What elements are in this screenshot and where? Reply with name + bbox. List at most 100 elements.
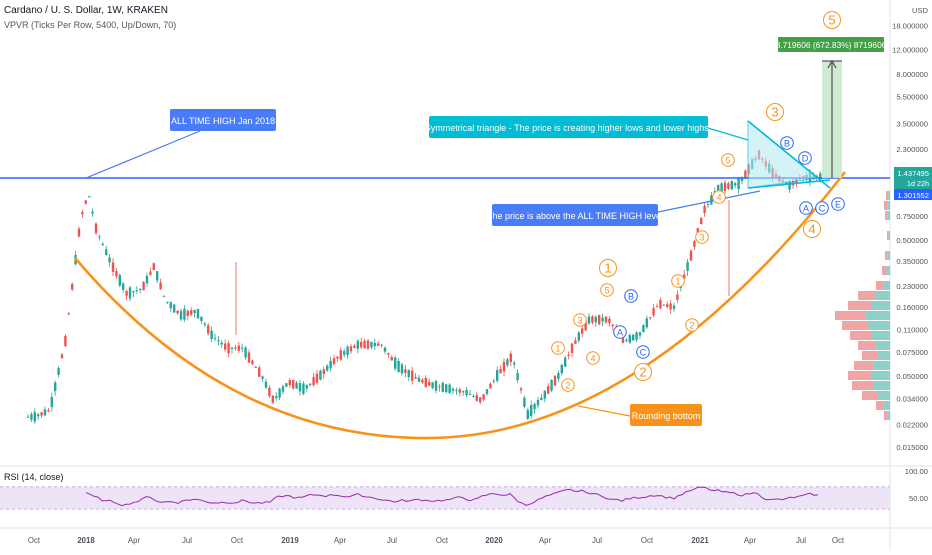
wave-label-8: B (624, 289, 638, 303)
candle-body (105, 249, 108, 255)
candle-body (587, 316, 591, 324)
candle-body (50, 396, 53, 407)
time-tick-label: Jul (796, 536, 806, 545)
volume-profile-bar-down (858, 341, 876, 350)
candle-body (676, 294, 679, 300)
wave-label-ring (685, 318, 699, 332)
above-ath-callout-pointer (657, 190, 761, 213)
wave-label-text: 1 (675, 276, 680, 286)
candle-body (241, 347, 244, 349)
volume-profile-bar-up (877, 351, 890, 360)
time-tick-label: Oct (231, 536, 244, 545)
wave-label-text: 5 (725, 155, 730, 165)
candle-body (258, 367, 261, 377)
price-tick-label: 8.000000 (896, 70, 928, 79)
candle-body (819, 173, 822, 181)
wave-label-ring (798, 151, 812, 165)
wave-label-ring (573, 313, 587, 327)
candle-body (703, 205, 706, 213)
rsi-band (0, 486, 890, 510)
wave-label-ring (634, 363, 652, 381)
wave-label-text: C (640, 347, 647, 357)
candle-body (118, 274, 121, 286)
volume-profile-bar-up (875, 291, 890, 300)
candle-body (84, 200, 87, 204)
time-tick-label: Apr (539, 536, 552, 545)
price-tick-label: 0.075000 (896, 348, 928, 357)
rounding-callout-text: Rounding bottom (632, 411, 701, 421)
candle-body (628, 334, 631, 343)
wave-label-ring (561, 378, 575, 392)
candle-body (162, 295, 166, 297)
candle-body (108, 257, 111, 263)
wave-label-ring (586, 351, 600, 365)
candle-body (295, 382, 298, 389)
candle-body (502, 361, 506, 372)
volume-profile-bar-down (852, 381, 873, 390)
candle-body (611, 324, 614, 327)
candle-body (720, 183, 723, 192)
volume-profile-bar-down (876, 401, 884, 410)
candle-body (424, 377, 427, 388)
volume-profile-bar-up (887, 201, 890, 210)
wave-label-2: 5 (600, 283, 614, 297)
time-tick-label: 2020 (485, 536, 503, 545)
price-tick-label: 3.500000 (896, 120, 928, 129)
time-tick-label: 2018 (77, 536, 95, 545)
candle-body (339, 350, 342, 360)
candle-body (373, 342, 376, 347)
triangle-callout-box (429, 116, 708, 138)
wave-label-ring (780, 136, 794, 150)
volume-profile-bar-down (862, 351, 878, 360)
wave-label-14: 4 (712, 190, 726, 204)
wave-label-17: B (780, 136, 794, 150)
candle-body (455, 389, 458, 391)
candle-body (700, 217, 703, 225)
candle-body (394, 357, 397, 369)
candle-body (193, 309, 196, 314)
volume-profile-bar-up (872, 381, 890, 390)
wave-label-text: A (617, 327, 623, 337)
volume-profile-bar-up (887, 251, 890, 260)
candle-body (390, 357, 393, 361)
candle-body (149, 271, 152, 275)
wave-label-text: 2 (565, 380, 570, 390)
candle-body (475, 395, 478, 401)
ath-callout-pointer (85, 130, 201, 179)
wave-label-23: 5 (823, 11, 841, 29)
price-axis-bg (890, 0, 932, 550)
rsi-title: RSI (14, close) (4, 472, 64, 482)
time-tick-label: Oct (28, 536, 41, 545)
candle-body (234, 347, 237, 349)
volume-profile-bar-up (887, 411, 890, 420)
candle-body (268, 387, 271, 397)
candle-body (278, 388, 281, 398)
candle-body (625, 339, 628, 341)
candle-body (601, 317, 604, 322)
volume-profile-bar-down (848, 301, 872, 310)
wave-label-15: 5 (721, 153, 735, 167)
candle-body (479, 397, 482, 403)
candle-body (465, 389, 468, 396)
time-tick-label: Apr (744, 536, 757, 545)
bar-countdown: 1d 22h (907, 179, 929, 188)
rounding-callout-box (630, 404, 702, 426)
candle-body (737, 177, 740, 190)
candle-body (326, 365, 329, 371)
wave-label-text: 2 (689, 320, 694, 330)
candle-body (723, 182, 727, 192)
price-tick-label: 2.300000 (896, 145, 928, 154)
candle-body (261, 376, 264, 379)
volume-profile-bar-up (875, 341, 890, 350)
candle-body (380, 344, 383, 346)
candle-body (353, 345, 356, 348)
wave-label-20: C (815, 201, 829, 215)
candle-body (547, 386, 550, 394)
wave-label-4: 1 (551, 341, 565, 355)
candle-body (360, 341, 363, 348)
candle-body (417, 377, 421, 382)
candle-body (458, 389, 461, 393)
wave-label-text: A (803, 203, 809, 213)
wave-label-text: 4 (590, 353, 595, 363)
